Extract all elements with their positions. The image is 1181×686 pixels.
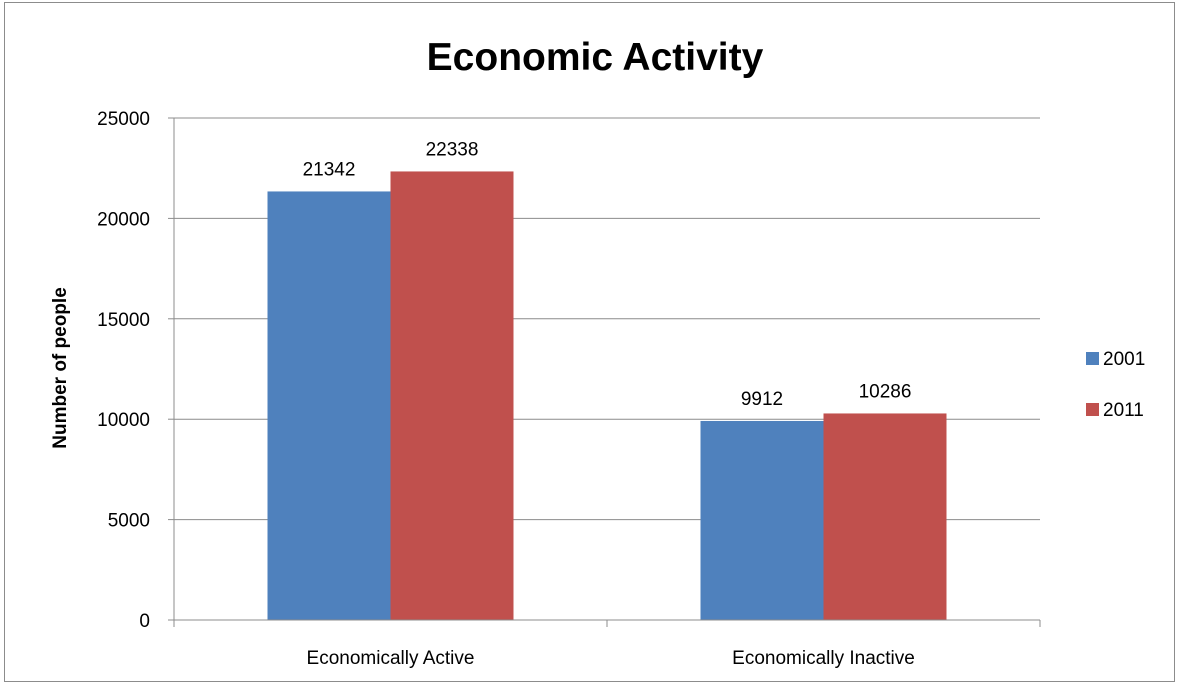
y-tick-label: 5000 [108,511,150,532]
axes [168,117,1041,627]
data-label: 22338 [426,139,479,160]
data-labels: 21342 22338 9912 10286 [303,139,912,410]
legend-swatch [1086,403,1099,416]
chart-title: Economic Activity [427,36,764,79]
y-tick-label: 15000 [97,310,150,331]
y-tick-label: 10000 [97,410,150,431]
data-label: 9912 [741,389,783,410]
legend-swatch [1086,352,1099,365]
bar [700,420,824,620]
y-tick-labels: 0 5000 10000 15000 20000 25000 [97,109,150,632]
x-tick-label: Economically Active [307,648,475,669]
x-tick-label: Economically Inactive [732,648,915,669]
data-label: 21342 [303,159,356,180]
bar [390,171,514,621]
y-tick-label: 25000 [97,109,150,130]
bars [267,171,947,621]
y-tick-label: 20000 [97,209,150,230]
bar [267,191,391,620]
data-label: 10286 [859,381,912,402]
legend: 2001 2011 [1086,349,1145,421]
x-tick-labels: Economically Active Economically Inactive [307,648,915,669]
legend-label: 2001 [1103,349,1145,370]
bar [823,413,947,620]
legend-label: 2011 [1103,400,1144,421]
y-tick-label: 0 [139,611,150,632]
y-axis-label: Number of people [50,287,71,449]
chart-frame [4,2,1175,682]
